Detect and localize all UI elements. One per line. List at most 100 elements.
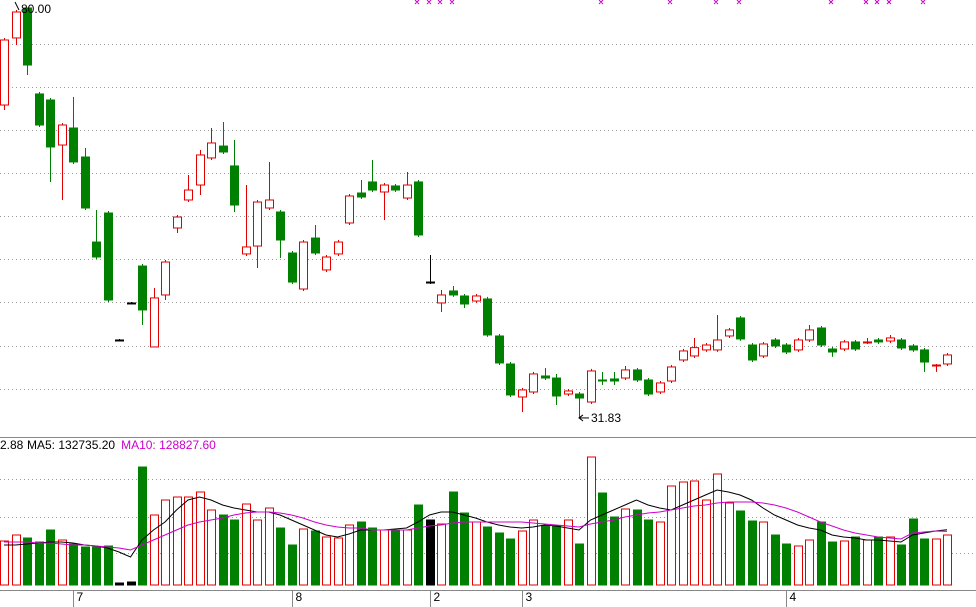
- volume-bar: [0, 540, 9, 586]
- candle-body: [817, 327, 826, 346]
- candle-body: [920, 349, 929, 363]
- volume-bar: [414, 504, 423, 586]
- ma-line: [4, 489, 948, 558]
- candle-body: [242, 246, 251, 255]
- volume-bar: [345, 524, 354, 586]
- volume-bar: [23, 537, 32, 586]
- candle-body: [127, 302, 136, 305]
- candle-body: [851, 341, 860, 350]
- candle-body: [667, 366, 676, 382]
- volume-bar: [679, 481, 688, 586]
- volume-bar: [460, 512, 469, 586]
- candle-body: [276, 211, 285, 241]
- candle-body: [771, 339, 780, 347]
- volume-bar: [403, 529, 412, 586]
- candle-body: [644, 379, 653, 395]
- volume-header: 2.88: [0, 438, 24, 452]
- candle-body: [322, 256, 331, 271]
- candle-body: [552, 377, 561, 397]
- candle-body: [690, 347, 699, 357]
- volume-bar: [518, 530, 527, 586]
- ma-legend: MA5: 132735.20: [27, 438, 115, 452]
- candle-body: [805, 329, 814, 341]
- candle-body: [495, 335, 504, 364]
- candle-body: [541, 375, 550, 379]
- candle-body: [575, 393, 584, 399]
- candle-body: [368, 181, 377, 191]
- candle-body: [874, 339, 883, 343]
- candle-body: [104, 212, 113, 301]
- volume-bar: [253, 519, 262, 586]
- candle-body: [943, 354, 952, 365]
- volume-bar: [759, 521, 768, 586]
- candle-body: [207, 142, 216, 159]
- volume-bar: [564, 519, 573, 586]
- candle-body: [219, 145, 228, 153]
- annotation-arrowhead: [578, 414, 584, 422]
- candle-body: [529, 373, 538, 393]
- volume-bar: [12, 534, 21, 586]
- candle-body: [713, 339, 722, 351]
- volume-bar: [529, 519, 538, 586]
- volume-bar: [782, 543, 791, 586]
- volume-bar: [828, 541, 837, 586]
- candle-body: [230, 165, 239, 206]
- volume-bar: [909, 518, 918, 586]
- candle-body: [702, 344, 711, 351]
- volume-bar: [736, 510, 745, 586]
- candle-body: [679, 350, 688, 361]
- volume-bar: [667, 485, 676, 586]
- volume-bar: [794, 545, 803, 586]
- candle-body: [794, 339, 803, 351]
- candle-body: [472, 295, 481, 302]
- volume-bar: [334, 537, 343, 586]
- x-tick-label: 8: [296, 590, 303, 604]
- candle-body: [138, 265, 147, 311]
- candle-body: [449, 290, 458, 296]
- candle-body: [92, 241, 101, 258]
- volume-bar: [322, 536, 331, 586]
- candle-body: [621, 369, 630, 379]
- volume-bar: [265, 507, 274, 586]
- candle-body: [184, 189, 193, 201]
- volume-bar: [368, 527, 377, 586]
- volume-bar: [437, 523, 446, 586]
- volume-bar: [391, 529, 400, 586]
- annotation-arrow: [14, 1, 20, 11]
- candle-body: [897, 339, 906, 349]
- candle-body: [656, 382, 665, 393]
- candle-body: [23, 7, 32, 66]
- volume-bar: [288, 544, 297, 586]
- volume-bar: [920, 538, 929, 586]
- volume-bar: [92, 546, 101, 586]
- candle-body: [357, 192, 366, 198]
- volume-bar: [138, 466, 147, 586]
- candle-body: [115, 339, 124, 342]
- candle-body: [748, 344, 757, 361]
- volume-bar: [587, 456, 596, 586]
- candle-body: [69, 127, 78, 163]
- volume-bar: [713, 473, 722, 586]
- candle-body: [0, 39, 9, 106]
- candle-body: [265, 199, 274, 209]
- candle-body: [299, 241, 308, 290]
- volume-bar: [771, 534, 780, 586]
- candle-body: [840, 341, 849, 350]
- volume-bar: [449, 491, 458, 586]
- candle-body: [173, 216, 182, 229]
- candle-body: [725, 329, 734, 337]
- volume-bar: [644, 519, 653, 586]
- volume-bar: [851, 536, 860, 586]
- candle-body: [311, 237, 320, 254]
- marker: [414, 0, 926, 5]
- volume-bar: [702, 499, 711, 586]
- candle-body: [460, 295, 469, 305]
- candle-body: [150, 297, 159, 348]
- candle-body: [426, 281, 435, 284]
- volume-bar: [69, 543, 78, 586]
- volume-bar: [840, 540, 849, 586]
- volume-bar: [552, 525, 561, 586]
- volume-bar: [127, 581, 136, 586]
- volume-bar: [426, 519, 435, 586]
